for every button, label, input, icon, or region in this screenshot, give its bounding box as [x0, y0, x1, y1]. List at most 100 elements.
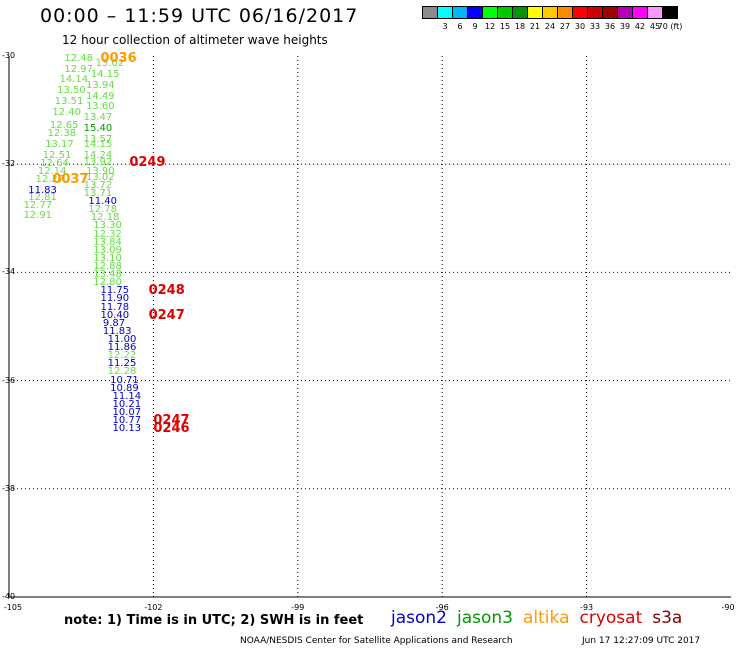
- wave-height-label: 12.18: [90, 212, 120, 224]
- wave-height-label: 13.72: [83, 179, 113, 191]
- wave-height-label: 9.87: [102, 317, 126, 329]
- legend-tick-label: 18: [514, 22, 526, 31]
- wave-height-label: 12.64: [40, 158, 69, 170]
- wave-height-label: 13.17: [45, 139, 74, 151]
- color-legend-ticks: 3 6 9 12 15 18 21 24 27 30 33 36 39 42 45 70 (ft): [422, 22, 740, 36]
- legend-tick-label: 21: [529, 22, 541, 31]
- wave-height-label: 12.38: [47, 128, 77, 140]
- longitude-tick-label: -90: [721, 603, 735, 612]
- wave-height-label: 11.40: [88, 196, 118, 208]
- legend-tick-label: 12: [484, 22, 496, 31]
- page-title: 00:00 – 11:59 UTC 06/16/2017: [40, 5, 359, 27]
- wave-height-label: 12.14: [37, 166, 67, 178]
- wave-height-label: 14.49: [86, 90, 115, 102]
- longitude-tick-label: -93: [580, 603, 594, 612]
- legend-tick-label: 30: [574, 22, 586, 31]
- pass-time-label: 0248: [148, 283, 185, 299]
- satellite-label-jason2: jason2: [391, 608, 447, 628]
- generated-timestamp: Jun 17 12:27:09 UTC 2017: [582, 636, 701, 646]
- wave-height-label: 12.28: [107, 366, 137, 378]
- satellite-label-altika: altika: [523, 608, 570, 628]
- legend-swatch: [662, 6, 678, 19]
- legend-tick-label: 70 (ft): [657, 22, 683, 31]
- wave-height-label: 14.15: [83, 139, 113, 151]
- wave-height-label: 12.27: [35, 174, 65, 186]
- wave-height-label: 11.90: [100, 293, 130, 305]
- wave-height-label: 13.94: [86, 79, 115, 91]
- wave-height-label: 12.32: [93, 228, 122, 240]
- legend-tick-label: 6: [457, 22, 463, 31]
- pass-time-label: 0246: [153, 421, 190, 437]
- wave-height-label: 13.92: [83, 157, 113, 169]
- wave-height-label: 13.30: [93, 220, 122, 232]
- wave-height-label: 10.71: [110, 374, 139, 386]
- legend-tick-label: 27: [559, 22, 571, 31]
- legend-tick-label: 15: [499, 22, 511, 31]
- legend-tick-label: 24: [544, 22, 556, 31]
- legend-tick-label: 3: [442, 22, 448, 31]
- legend-tick-label: 9: [472, 22, 478, 31]
- wave-height-label: 10.77: [112, 415, 142, 427]
- wave-height-label: 13.71: [83, 187, 113, 199]
- wave-height-label: 13.09: [93, 244, 122, 256]
- wave-height-label: 13.02: [95, 58, 125, 70]
- wave-height-label: 12.77: [23, 200, 53, 212]
- wave-height-label: 11.83: [102, 325, 132, 337]
- wave-height-label: 12.51: [42, 150, 72, 162]
- wave-height-label: 10.40: [100, 309, 130, 321]
- wave-height-label: 12.97: [64, 63, 93, 75]
- wave-height-label: 11.83: [28, 185, 57, 197]
- page-subtitle: 12 hour collection of altimeter wave hei…: [62, 33, 328, 47]
- pass-time-label: 0247: [153, 413, 190, 429]
- wave-height-label: 12.81: [28, 192, 57, 204]
- longitude-tick-label: -105: [3, 603, 23, 612]
- latitude-tick-label: -32: [2, 159, 16, 169]
- wave-height-label: 13.02: [86, 171, 115, 183]
- latitude-tick-label: -34: [2, 267, 16, 277]
- wave-height-label: 12.40: [52, 106, 81, 118]
- wave-height-label: 14.24: [83, 150, 113, 162]
- wave-height-label: 14.15: [90, 68, 120, 80]
- longitude-tick-label: -102: [144, 603, 163, 612]
- wave-height-label: 12.80: [93, 277, 122, 289]
- pass-time-label: 0249: [129, 155, 166, 171]
- latitude-tick-label: -40: [2, 592, 16, 601]
- satellite-label-cryosat: cryosat: [579, 608, 643, 628]
- wave-height-label: 10.13: [112, 423, 142, 435]
- credit-line: NOAA/NESDIS Center for Satellite Applica…: [240, 636, 513, 646]
- wave-height-label: 12.22: [107, 350, 137, 362]
- longitude-tick-label: -96: [435, 603, 449, 612]
- wave-height-label: 12.48: [64, 52, 93, 64]
- wave-height-label: 13.48: [93, 269, 122, 281]
- wave-height-label: 10.21: [112, 398, 142, 410]
- footer-note: note: 1) Time is in UTC; 2) SWH is in fe…: [64, 613, 364, 628]
- legend-tick-label: 33: [589, 22, 601, 31]
- wave-height-label: 10.07: [112, 407, 142, 419]
- legend-tick-label: 36: [604, 22, 616, 31]
- wave-height-label: 11.75: [100, 285, 130, 297]
- latitude-tick-label: -36: [2, 375, 16, 385]
- wave-height-label: 10.89: [110, 382, 139, 394]
- wave-height-label: 14.14: [59, 74, 89, 86]
- legend-tick-label: 45: [649, 22, 661, 31]
- wave-height-label: 11.86: [107, 342, 137, 354]
- wave-height-label: 13.57: [83, 133, 113, 145]
- wave-height-label: 15.40: [83, 123, 113, 135]
- latitude-tick-label: -30: [2, 51, 16, 60]
- wave-height-label: 13.10: [93, 252, 122, 264]
- wave-height-label: 13.51: [54, 95, 84, 107]
- wave-height-label: 11.00: [107, 334, 137, 346]
- pass-time-label: 0037: [52, 172, 89, 188]
- satellite-label-s3a: s3a: [652, 608, 683, 628]
- wave-height-label: 13.50: [57, 85, 86, 97]
- wave-height-label: 13.84: [93, 236, 122, 248]
- wave-height-label: 11.14: [112, 390, 142, 402]
- wave-height-label: 13.60: [86, 101, 115, 113]
- wave-height-label: 11.78: [100, 301, 130, 313]
- satellite-label-jason3: jason3: [457, 608, 513, 628]
- pass-time-label: 0036: [100, 50, 137, 66]
- wave-height-label: 13.90: [86, 166, 115, 178]
- wave-height-label: 12.65: [49, 120, 79, 132]
- satellite-legend: jason2 jason3 altika cryosat s3a: [391, 608, 692, 628]
